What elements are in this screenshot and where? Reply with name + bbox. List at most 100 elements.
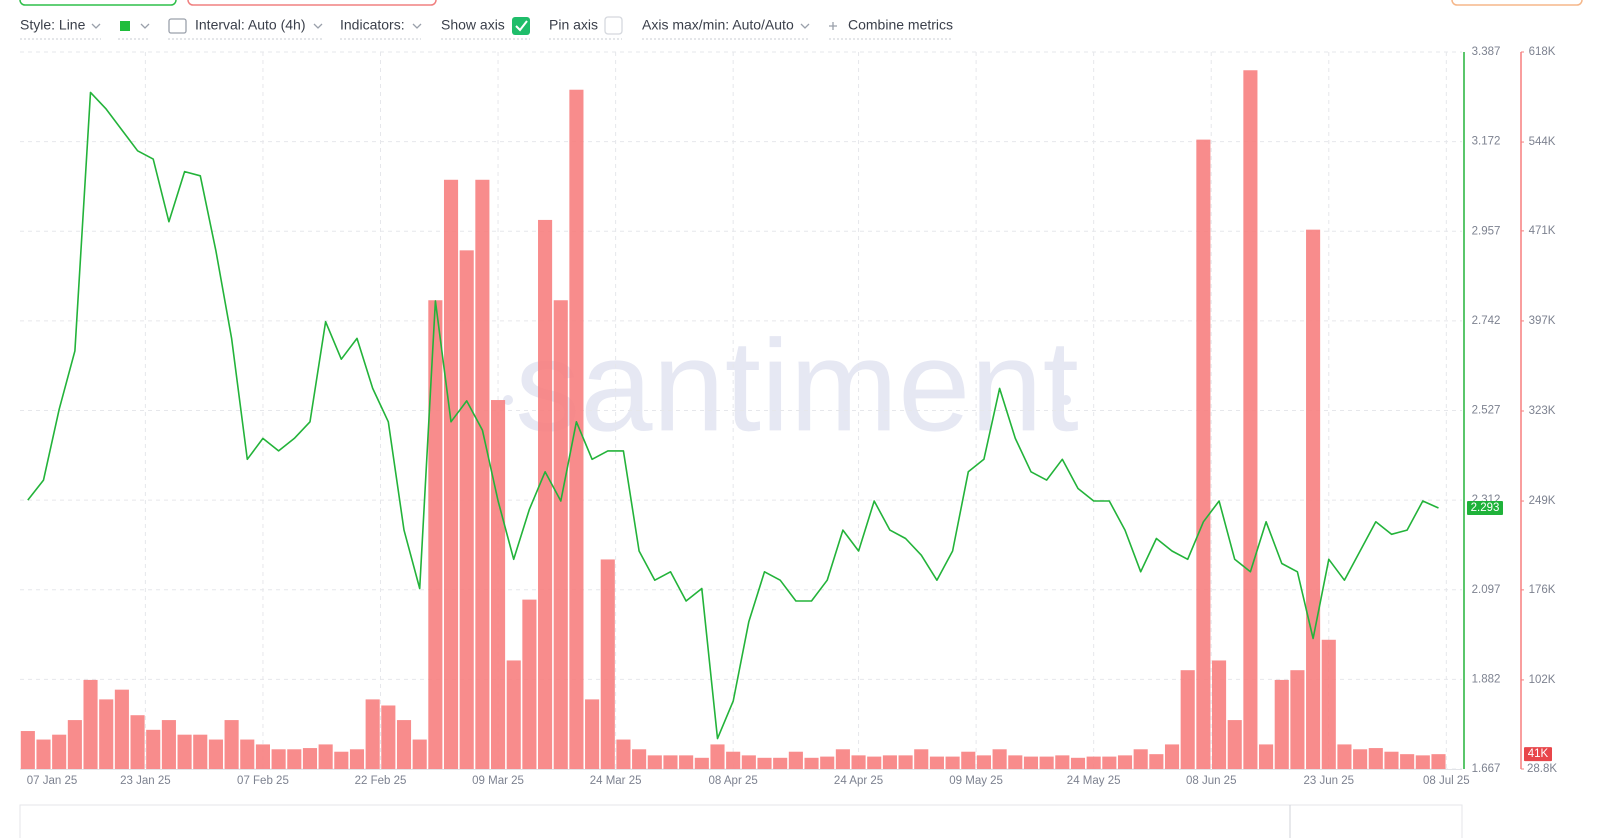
axis-minmax-menu[interactable]: Axis max/min: Auto/Auto <box>642 17 794 33</box>
volume-bar <box>976 755 991 769</box>
navigator[interactable] <box>19 804 1463 838</box>
volume-bar <box>365 699 380 769</box>
volume-bar <box>193 734 208 769</box>
color-swatch[interactable] <box>120 21 130 31</box>
pin-axis-checkbox[interactable] <box>604 16 623 35</box>
tab[interactable] <box>187 0 437 6</box>
volume-bar <box>1400 754 1415 769</box>
volume-bar <box>835 749 850 769</box>
x-tick-label: 24 Apr 25 <box>834 775 883 787</box>
volume-bar <box>381 705 396 769</box>
volume-bar <box>491 400 506 769</box>
volume-bar <box>679 755 694 769</box>
volume-bar <box>1164 744 1180 769</box>
show-axis-checkbox[interactable] <box>512 17 530 35</box>
volume-bar <box>412 739 427 769</box>
volume-bar <box>1290 670 1305 769</box>
volume-bar <box>804 757 819 769</box>
x-tick-label: 08 Jun 25 <box>1186 775 1237 787</box>
volume-bar <box>302 748 318 769</box>
y2-tick-label: 249K <box>1529 495 1556 507</box>
volume-bar <box>1149 754 1164 769</box>
volume-bar <box>522 599 537 769</box>
volume-bar <box>396 720 412 769</box>
volume-bar <box>1337 744 1352 769</box>
volume-bar <box>553 300 568 769</box>
volume-bar <box>538 219 553 769</box>
x-tick-label: 24 Mar 25 <box>590 775 642 787</box>
y2-tick-label: 102K <box>1529 674 1556 686</box>
volume-bar <box>929 756 944 769</box>
volume-bar <box>1117 755 1133 769</box>
tab[interactable] <box>19 0 177 6</box>
volume-bar <box>99 699 114 769</box>
volume-bar <box>67 720 82 769</box>
volume-bar <box>114 689 129 769</box>
button[interactable] <box>1451 0 1583 6</box>
toolbar: Style: Line Interval: Auto (4h) Indicato… <box>20 16 953 40</box>
y-tick-label: 3.172 <box>1472 136 1501 148</box>
volume-bar <box>710 744 725 769</box>
x-tick-label: 23 Jan 25 <box>120 775 171 787</box>
volume-bar <box>334 751 349 769</box>
volume-bar <box>1306 229 1321 769</box>
y-tick-label: 1.667 <box>1472 763 1501 775</box>
volume-bar <box>569 89 584 770</box>
volume-bar <box>961 751 976 769</box>
volume-bar <box>867 756 882 769</box>
volume-bar <box>1415 755 1430 769</box>
volume-bar <box>616 739 631 769</box>
plus-icon <box>829 22 837 30</box>
volume-bar <box>945 756 960 769</box>
volume-bar <box>726 751 741 769</box>
show-axis-label[interactable]: Show axis <box>441 17 505 33</box>
volume-bar <box>820 756 835 769</box>
volume-bar <box>443 179 459 769</box>
volume-bar <box>1431 754 1446 769</box>
volume-bar <box>208 739 223 769</box>
price-line <box>27 91 1439 740</box>
x-tick-label: 23 Jun 25 <box>1304 775 1355 787</box>
volume-bar <box>1102 756 1117 769</box>
style-menu[interactable]: Style: Line <box>20 17 86 33</box>
current-value-label: 2.293 <box>1471 502 1500 514</box>
volume-bar <box>52 734 67 769</box>
interval-menu[interactable]: Interval: Auto (4h) <box>195 17 306 33</box>
y2-tick-label: 323K <box>1529 405 1556 417</box>
combine-metrics[interactable]: Combine metrics <box>848 17 953 33</box>
volume-bar <box>20 731 35 769</box>
volume-bar <box>851 755 866 769</box>
indicators-menu[interactable]: Indicators: <box>340 17 405 33</box>
current-value-tag <box>1467 501 1503 516</box>
volume-bar <box>992 749 1007 769</box>
y2-tick-label: 471K <box>1529 225 1556 237</box>
volume-bar <box>898 755 913 769</box>
x-tick-label: 08 Jul 25 <box>1423 775 1470 787</box>
volume-bar <box>1259 744 1274 769</box>
volume-bar <box>318 744 333 769</box>
volume-bar <box>36 739 51 769</box>
watermark: santiment <box>515 312 1079 458</box>
volume-bar <box>1133 749 1148 769</box>
y2-tick-label: 618K <box>1529 46 1556 58</box>
pin-axis-label[interactable]: Pin axis <box>549 17 598 33</box>
x-tick-label: 08 Apr 25 <box>709 775 758 787</box>
x-tick-label: 22 Feb 25 <box>355 775 407 787</box>
volume-bar <box>694 757 709 769</box>
checkmark <box>515 20 528 32</box>
y-tick-label: 1.882 <box>1472 673 1501 685</box>
volume-bar <box>287 749 302 769</box>
volume-bar <box>224 720 239 769</box>
current-value-label: 41K <box>1528 748 1549 760</box>
plot <box>20 70 1446 770</box>
y2-tick-label: 544K <box>1529 136 1556 148</box>
volume-bar <box>882 755 897 769</box>
interval-icon <box>168 18 187 34</box>
y-tick-label: 3.387 <box>1472 46 1501 58</box>
y-tick-label: 2.742 <box>1472 315 1501 327</box>
y-tick-label: 2.957 <box>1472 225 1501 237</box>
volume-bar <box>1086 756 1101 769</box>
y-tick-label: 2.527 <box>1472 405 1501 417</box>
